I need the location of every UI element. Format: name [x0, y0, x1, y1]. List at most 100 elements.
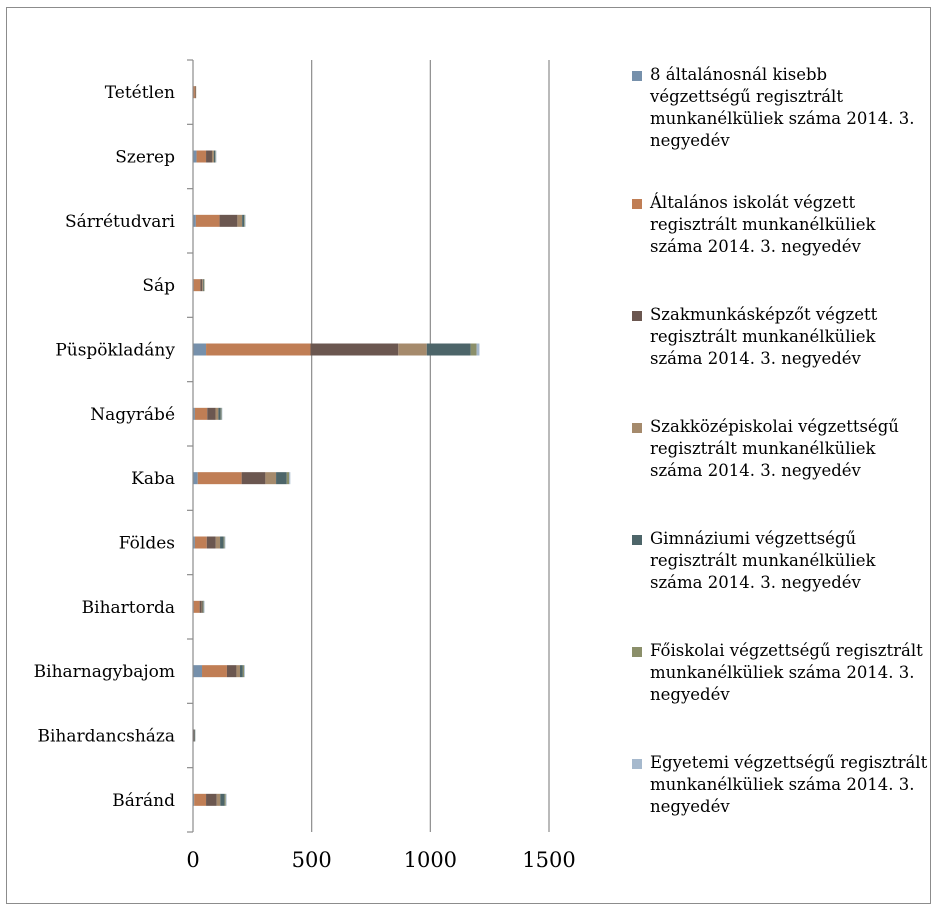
bar-segment: [220, 407, 222, 420]
legend-label: Általános iskolát végzett regisztrált mu…: [650, 193, 876, 256]
bar-segment: [470, 343, 477, 356]
legend-item: Szakközépiskolai végzettségű regisztrált…: [632, 416, 932, 482]
x-tick-labels: 0 500 1000 1500: [186, 848, 575, 872]
legend-swatch: [632, 423, 642, 433]
bar-segment: [476, 343, 480, 356]
bar-segment: [236, 665, 240, 678]
bar-segment: [202, 279, 204, 292]
legend-item: Főiskolai végzettségű regisztrált munkan…: [632, 640, 932, 706]
bar-segment: [224, 536, 226, 549]
bar-segment: [193, 150, 197, 163]
bar-segment: [206, 150, 212, 163]
legend-label: Gimnáziumi végzettségű regisztrált munka…: [650, 529, 876, 592]
bar-segment: [194, 407, 208, 420]
chart-frame: [6, 7, 931, 904]
bar-segment: [202, 279, 204, 292]
bar-segment: [211, 150, 214, 163]
x-tick-label: 0: [186, 848, 199, 872]
legend-label: Főiskolai végzettségű regisztrált munkan…: [650, 641, 923, 704]
bar-segment: [193, 279, 201, 292]
x-tick-label: 500: [292, 848, 332, 872]
bar-segment: [286, 472, 290, 485]
bar-segment: [206, 536, 216, 549]
bar-segment: [216, 793, 221, 806]
bar-segment: [221, 407, 223, 420]
bar-segment: [225, 793, 227, 806]
bar-segment: [215, 407, 219, 420]
category-label: Sárrétudvari: [65, 212, 176, 232]
legend-swatch: [632, 647, 642, 657]
bar-segment: [193, 407, 195, 420]
bar-segment: [241, 472, 266, 485]
x-tick-label: 1500: [522, 848, 575, 872]
legend-swatch: [632, 311, 642, 321]
bar-segment: [244, 214, 246, 227]
bar-segment: [206, 793, 217, 806]
bar-segment: [193, 665, 203, 678]
bar-segment: [203, 279, 205, 292]
bar-segment: [226, 665, 237, 678]
legend-label: 8 általánosnál kisebb végzettségű regisz…: [650, 65, 915, 150]
category-labels: Báránd Bihardancsháza Biharnagybajom Bihart…: [34, 83, 176, 811]
legend-swatch: [632, 71, 642, 81]
bar-segment: [193, 600, 200, 613]
bar-segment: [242, 214, 245, 227]
bar-segment: [220, 536, 224, 549]
bar-segment: [194, 86, 196, 99]
bar-segment: [242, 665, 245, 678]
bar-segment: [239, 665, 243, 678]
bar-segment: [193, 729, 195, 742]
bar-segment: [193, 214, 196, 227]
bars: [193, 86, 480, 806]
category-label: Bihardancsháza: [37, 727, 175, 747]
legend-item: Általános iskolát végzett regisztrált mu…: [632, 192, 932, 258]
legend-item: Gimnáziumi végzettségű regisztrált munka…: [632, 528, 932, 594]
bar-segment: [310, 343, 399, 356]
bar-segment: [196, 150, 207, 163]
bar-segment: [206, 343, 311, 356]
bar-segment: [244, 665, 245, 678]
category-label: Püspökladány: [55, 341, 175, 361]
bar-segment: [194, 793, 207, 806]
category-label: Kaba: [131, 469, 175, 489]
bar-segment: [201, 600, 203, 613]
bar-segment: [193, 536, 195, 549]
bar-segment: [193, 343, 207, 356]
category-label: Nagyrábé: [90, 405, 175, 425]
category-label: Bihartorda: [82, 598, 175, 618]
legend-swatch: [632, 759, 642, 769]
category-label: Biharnagybajom: [34, 662, 175, 682]
category-label: Báránd: [112, 791, 175, 811]
bar-segment: [197, 472, 242, 485]
axes: [187, 59, 194, 833]
category-label: Sáp: [142, 276, 175, 296]
bar-segment: [194, 729, 196, 742]
bar-segment: [215, 150, 216, 163]
legend-item: Egyetemi végzettségű regisztrált munkané…: [632, 752, 932, 818]
bar-segment: [215, 150, 217, 163]
category-label: Földes: [119, 534, 175, 554]
bar-segment: [202, 600, 204, 613]
bar-segment: [244, 214, 245, 227]
bar-segment: [195, 214, 220, 227]
legend-swatch: [632, 535, 642, 545]
bar-segment: [199, 600, 202, 613]
bar-segment: [200, 279, 203, 292]
bar-segment: [193, 472, 198, 485]
bar-segment: [426, 343, 471, 356]
bar-segment: [207, 407, 216, 420]
bar-segment: [219, 214, 238, 227]
category-label: Szerep: [115, 148, 175, 168]
bar-segment: [203, 600, 205, 613]
bar-segment: [202, 665, 227, 678]
bar-segment: [203, 600, 205, 613]
bar-segment: [218, 407, 221, 420]
bar-segment: [223, 536, 225, 549]
gridlines: [311, 60, 550, 832]
bar-segment: [289, 472, 291, 485]
legend-swatch: [632, 199, 642, 209]
bar-segment: [193, 86, 195, 99]
bar-segment: [213, 150, 216, 163]
category-label: Tetétlen: [105, 83, 175, 103]
bar-segment: [220, 793, 225, 806]
